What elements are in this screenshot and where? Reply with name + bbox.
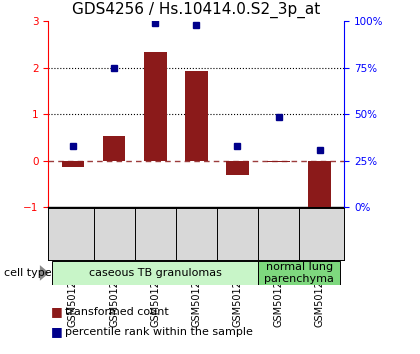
Text: ■: ■ xyxy=(50,325,62,338)
Title: GDS4256 / Hs.10414.0.S2_3p_at: GDS4256 / Hs.10414.0.S2_3p_at xyxy=(72,2,320,18)
Text: transformed count: transformed count xyxy=(65,307,169,316)
Text: ■: ■ xyxy=(50,305,62,318)
Text: normal lung
parenchyma: normal lung parenchyma xyxy=(264,262,334,284)
Bar xyxy=(144,52,167,161)
Bar xyxy=(258,261,340,285)
Text: cell type: cell type xyxy=(4,268,52,278)
Bar xyxy=(226,161,249,176)
Polygon shape xyxy=(40,265,49,281)
Bar xyxy=(62,161,84,167)
Text: percentile rank within the sample: percentile rank within the sample xyxy=(65,327,253,337)
Bar xyxy=(308,161,331,210)
Bar xyxy=(185,71,207,161)
Bar xyxy=(52,261,258,285)
Text: caseous TB granulomas: caseous TB granulomas xyxy=(89,268,222,278)
Bar xyxy=(103,136,126,161)
